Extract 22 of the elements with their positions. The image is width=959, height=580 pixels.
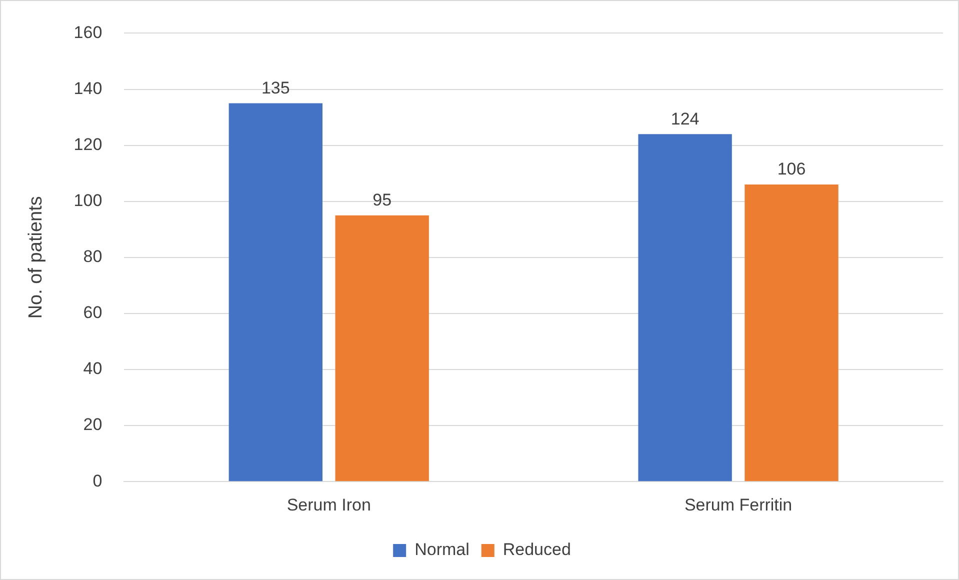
x-tick-label: Serum Iron (286, 495, 371, 514)
y-tick-label: 100 (74, 191, 102, 210)
y-tick-label: 60 (83, 303, 102, 322)
x-tick-label: Serum Ferritin (684, 495, 792, 514)
y-tick-label: 20 (83, 415, 102, 434)
data-label: 135 (261, 78, 290, 98)
legend-label: Reduced (502, 540, 571, 560)
legend-label: Normal (414, 540, 470, 560)
data-label: 95 (372, 190, 392, 210)
y-axis-title: No. of patients (26, 196, 47, 319)
y-tick-label: 40 (83, 359, 102, 378)
data-label: 124 (670, 109, 700, 128)
bar (744, 184, 838, 482)
bar (638, 134, 732, 482)
y-tick-label: 0 (92, 471, 102, 490)
y-tick-label: 120 (74, 134, 102, 154)
y-tick-label: 140 (74, 78, 102, 98)
data-label: 106 (777, 160, 806, 179)
y-tick-label: 80 (83, 247, 102, 266)
bar (228, 103, 322, 482)
y-tick-label: 160 (74, 22, 102, 42)
bar (335, 215, 429, 482)
